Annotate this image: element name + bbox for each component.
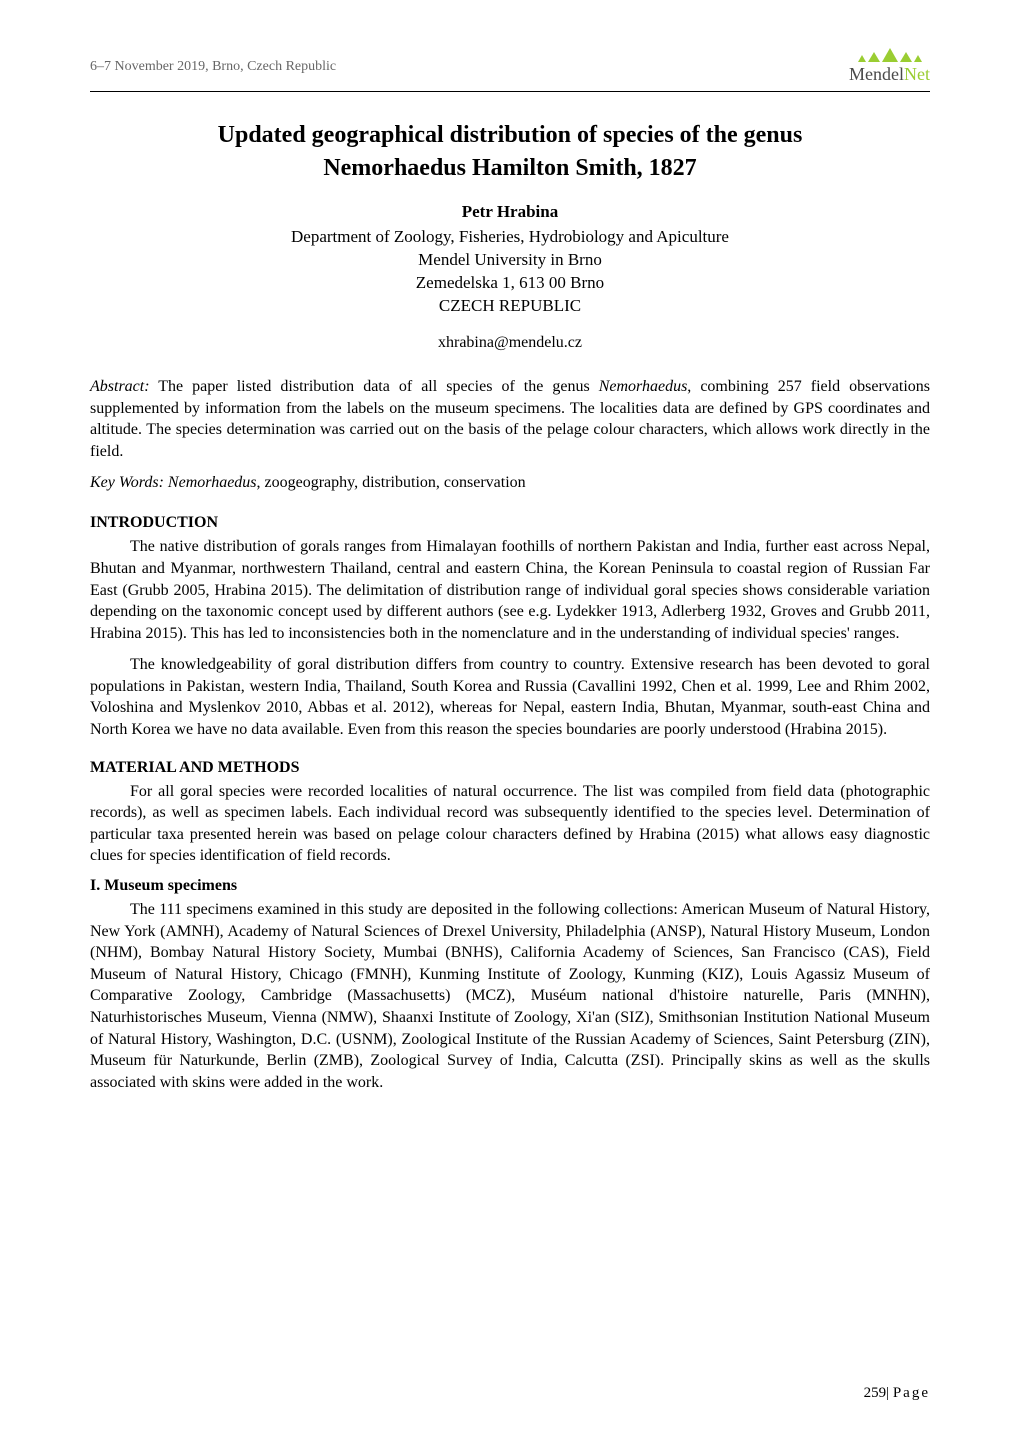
footer-separator: | (886, 1385, 893, 1401)
affiliation-block: Department of Zoology, Fisheries, Hydrob… (90, 226, 930, 318)
affiliation-address: Zemedelska 1, 613 00 Brno (416, 273, 604, 292)
keywords-text: , zoogeography, distribution, conservati… (257, 474, 526, 491)
author-name: Petr Hrabina (90, 202, 930, 222)
abstract-label: Abstract: (90, 378, 150, 395)
keywords-block: Key Words: Nemorhaedus, zoogeography, di… (90, 474, 930, 492)
logo-prefix: Mendel (849, 64, 904, 84)
page-footer: 259| Page (864, 1385, 930, 1402)
introduction-p1: The native distribution of gorals ranges… (90, 536, 930, 644)
page-header: 6–7 November 2019, Brno, Czech Republic … (90, 48, 930, 92)
affiliation-dept: Department of Zoology, Fisheries, Hydrob… (291, 227, 729, 246)
abstract-genus-italic: Nemorhaedus (599, 378, 688, 395)
mendelnet-logo: MendelNet (849, 48, 930, 85)
logo-suffix: Net (904, 64, 930, 84)
museum-specimens-heading: I. Museum specimens (90, 877, 930, 895)
page-number: 259 (864, 1385, 887, 1401)
introduction-p2: The knowledgeability of goral distributi… (90, 654, 930, 740)
author-email: xhrabina@mendelu.cz (90, 334, 930, 352)
keywords-label: Key Words: Nemorhaedus (90, 474, 257, 491)
museum-specimens-p1: The 111 specimens examined in this study… (90, 899, 930, 1093)
paper-title-line2: Nemorhaedus Hamilton Smith, 1827 (90, 155, 930, 182)
page-label: Page (893, 1385, 930, 1401)
methods-p1: For all goral species were recorded loca… (90, 781, 930, 867)
title-genus-italic: Nemorhaedus (323, 155, 466, 181)
abstract-block: Abstract: The paper listed distribution … (90, 376, 930, 462)
methods-heading: MATERIAL AND METHODS (90, 759, 930, 777)
paper-title-line1: Updated geographical distribution of spe… (90, 120, 930, 151)
conference-date: 6–7 November 2019, Brno, Czech Republic (90, 59, 336, 75)
affiliation-country: CZECH REPUBLIC (439, 296, 581, 315)
abstract-text-pre: The paper listed distribution data of al… (150, 378, 599, 395)
introduction-heading: INTRODUCTION (90, 514, 930, 532)
logo-triangles-icon (858, 48, 922, 62)
logo-text: MendelNet (849, 64, 930, 85)
affiliation-university: Mendel University in Brno (418, 250, 602, 269)
title-author-year: Hamilton Smith, 1827 (466, 155, 697, 181)
